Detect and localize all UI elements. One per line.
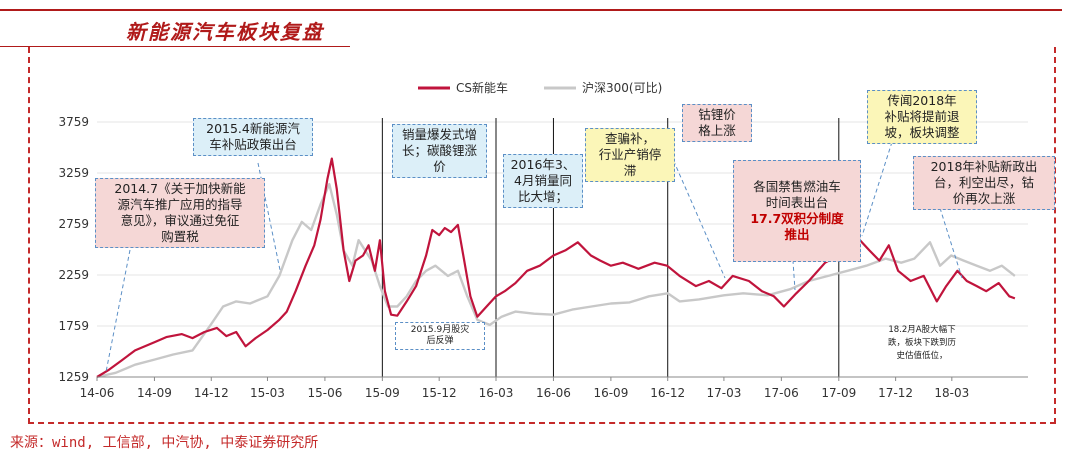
x-tick-label: 16-09 [593,386,628,400]
x-tick-label: 17-06 [764,386,799,400]
legend-label: 沪深300(可比) [582,81,662,95]
source-note: 来源：wind, 工信部, 中汽协, 中泰证券研究所 [10,435,319,451]
annotation-2016-sales: 2016年3、 4月销量同 比大增； [503,154,583,208]
annotation-leader [667,147,726,279]
annotation-leader [257,162,281,271]
annotation-a-share-drop: 18.2月A股大幅下 跌，板块下跌到历 史估值低位， [887,325,956,361]
x-tick-label: 18-03 [934,386,969,400]
top-rule [0,9,1062,11]
x-tick-label: 14-06 [80,386,115,400]
annotation-fraud-check: 查骗补， 行业产销停 滞 [585,128,675,182]
x-tick-label: 14-09 [137,386,172,400]
annotation-leader [939,207,963,279]
annotation-subsidy-rumor: 传闻2018年 补贴将提前退 坡，板块调整 [867,90,977,144]
y-tick-label: 2259 [58,268,89,282]
y-tick-label: 1259 [58,370,89,384]
series-line-hs300 [96,182,1016,379]
x-tick-label: 16-03 [479,386,514,400]
annotation-leader [105,249,131,373]
annotation-fuel-ban: 各国禁售燃油车 时间表出台 17.7双积分制度 推出 [733,160,861,262]
annotation-rebound: 2015.9月股灾 后反弹 [395,322,485,350]
annotation-leader [861,141,893,237]
x-tick-label: 16-06 [536,386,571,400]
annotation-dual-credit: 17.7双积分制度 推出 [750,211,844,242]
x-tick-label: 16-12 [650,386,685,400]
annotation-cobalt-lithium: 钴锂价 格上涨 [682,104,752,142]
x-tick-label: 15-03 [250,386,285,400]
y-tick-label: 1759 [58,319,89,333]
x-tick-label: 15-12 [422,386,457,400]
page-title: 新能源汽车板块复盘 [126,20,324,44]
annotation-2018-subsidy: 2018年补贴新政出 台，利空出尽，钴 价再次上涨 [913,156,1055,210]
annotation-2014-policy: 2014.7《关于加快新能 源汽车推广应用的指导 意见》，审议通过免征 购置税 [95,178,265,248]
x-tick-label: 17-03 [706,386,741,400]
x-tick-label: 15-09 [365,386,400,400]
annotation-fuel-ban-text: 各国禁售燃油车 时间表出台 [753,179,841,210]
x-tick-label: 14-12 [194,386,229,400]
chart-frame [28,47,1056,424]
annotation-2015-subsidy: 2015.4新能源汽 车补贴政策出台 [193,118,313,156]
y-tick-label: 3259 [58,166,89,180]
y-tick-label: 3759 [58,115,89,129]
legend-label: CS新能车 [456,80,508,95]
annotation-sales-boom: 销量爆发式增 长；碳酸锂涨 价 [392,124,487,178]
y-tick-label: 2759 [58,217,89,231]
x-tick-label: 15-06 [307,386,342,400]
x-tick-label: 17-12 [878,386,913,400]
x-tick-label: 17-09 [821,386,856,400]
title-rule [0,46,350,47]
